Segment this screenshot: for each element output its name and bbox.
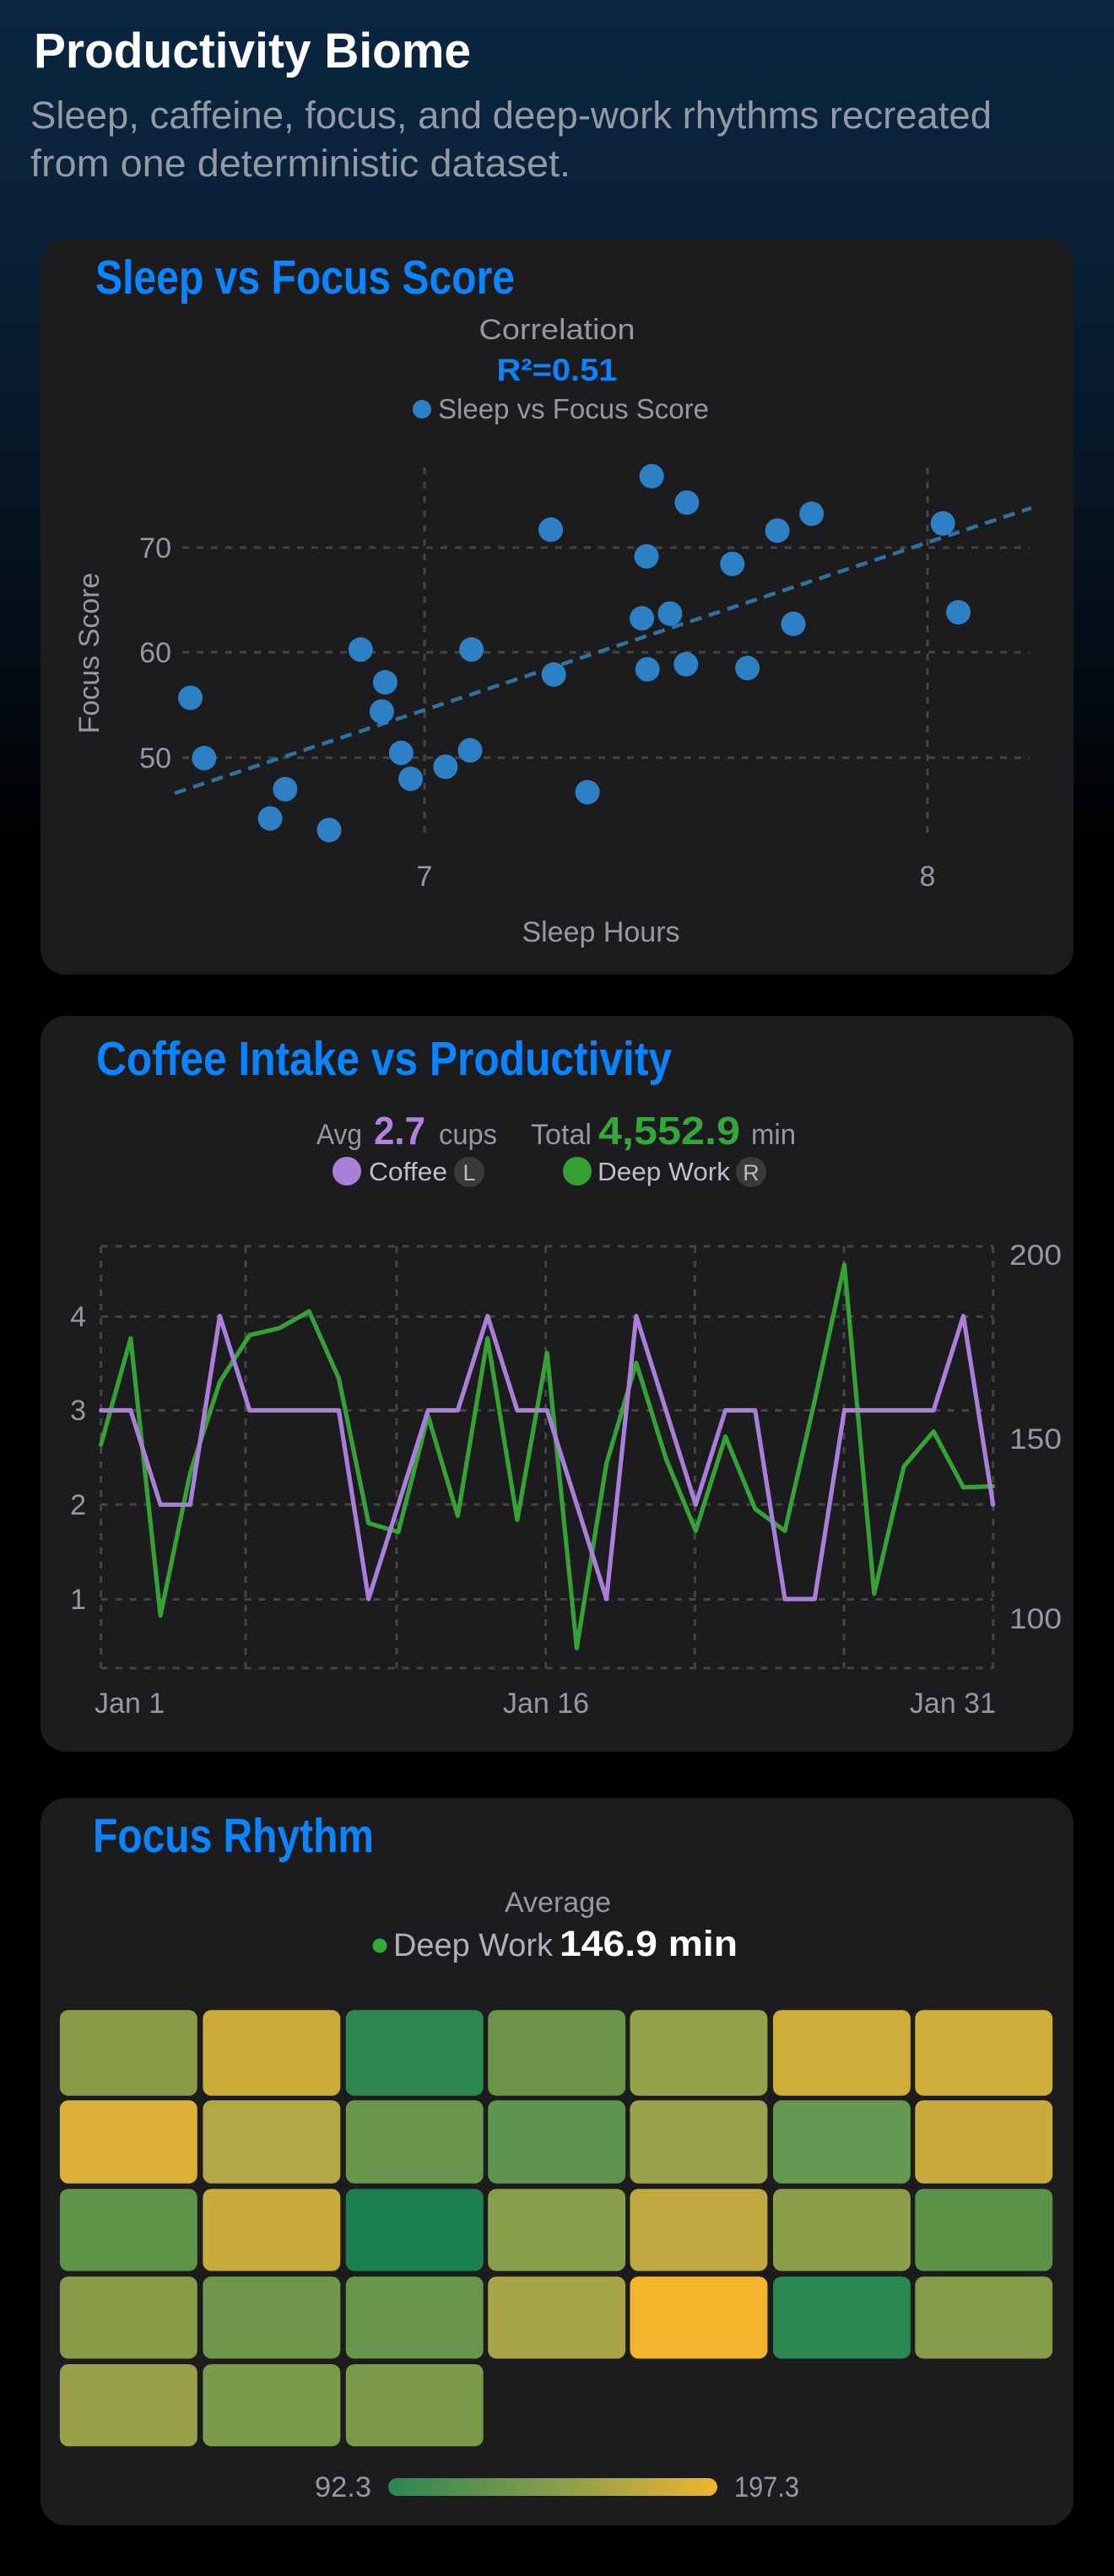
svg-text:Focus Rhythm: Focus Rhythm	[93, 1809, 374, 1863]
svg-text:200: 200	[1009, 1239, 1062, 1272]
svg-text:Deep Work: Deep Work	[598, 1157, 730, 1186]
svg-text:Productivity Biome: Productivity Biome	[34, 24, 471, 78]
svg-text:60: 60	[139, 637, 171, 669]
svg-text:4: 4	[70, 1301, 86, 1333]
svg-text:100: 100	[1009, 1603, 1062, 1635]
svg-text:R: R	[743, 1160, 760, 1185]
svg-text:7: 7	[417, 861, 433, 893]
svg-text:Jan 16: Jan 16	[503, 1688, 589, 1720]
svg-text:2: 2	[70, 1489, 86, 1521]
svg-text:1: 1	[70, 1584, 86, 1616]
svg-text:Deep Work: Deep Work	[393, 1928, 554, 1963]
svg-text:R²=0.51: R²=0.51	[497, 353, 618, 387]
svg-text:Focus Score: Focus Score	[73, 573, 105, 734]
svg-text:Jan 1: Jan 1	[95, 1688, 165, 1720]
svg-text:from one deterministic dataset: from one deterministic dataset.	[30, 142, 571, 185]
svg-text:8: 8	[920, 861, 936, 893]
svg-text:Sleep, caffeine, focus, and de: Sleep, caffeine, focus, and deep-work rh…	[30, 94, 992, 137]
svg-text:146.9 min: 146.9 min	[560, 1924, 738, 1964]
svg-text:Sleep vs Focus Score: Sleep vs Focus Score	[438, 393, 709, 424]
svg-text:70: 70	[139, 532, 171, 564]
svg-text:197.3: 197.3	[734, 2471, 799, 2503]
svg-text:Avg: Avg	[316, 1119, 362, 1151]
svg-text:Jan 31: Jan 31	[910, 1688, 996, 1720]
svg-text:Coffee Intake vs Productivity: Coffee Intake vs Productivity	[96, 1032, 672, 1086]
svg-text:92.3: 92.3	[315, 2471, 371, 2503]
svg-text:2.7: 2.7	[374, 1109, 425, 1153]
svg-text:50: 50	[139, 743, 171, 775]
svg-text:L: L	[462, 1160, 475, 1185]
svg-text:Sleep Hours: Sleep Hours	[522, 916, 679, 948]
svg-text:Average: Average	[505, 1887, 611, 1919]
svg-text:Coffee: Coffee	[369, 1157, 447, 1186]
svg-text:3: 3	[70, 1395, 86, 1427]
svg-text:min: min	[751, 1119, 796, 1151]
svg-text:Total: Total	[531, 1119, 592, 1151]
svg-text:4,552.9: 4,552.9	[598, 1109, 740, 1153]
svg-text:Correlation: Correlation	[479, 314, 635, 346]
svg-text:150: 150	[1009, 1423, 1062, 1455]
svg-text:cups: cups	[439, 1119, 497, 1151]
svg-text:Sleep vs Focus Score: Sleep vs Focus Score	[95, 251, 515, 305]
